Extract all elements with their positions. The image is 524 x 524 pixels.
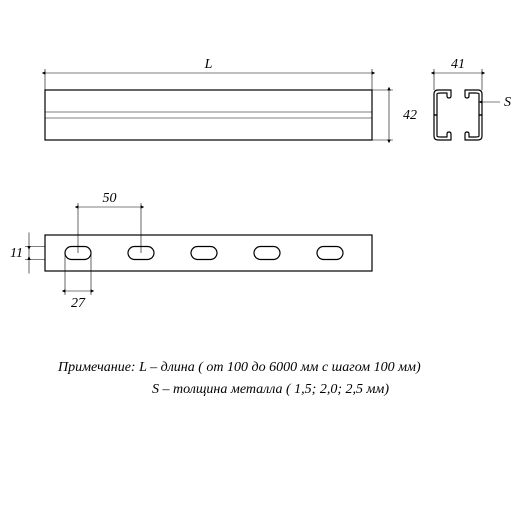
svg-text:50: 50 xyxy=(103,191,117,206)
svg-text:S: S xyxy=(504,95,511,110)
svg-text:27: 27 xyxy=(71,296,86,311)
cross-section: 41 S xyxy=(434,57,511,140)
svg-text:41: 41 xyxy=(451,57,465,72)
side-elevation: L 42 xyxy=(45,57,417,140)
svg-text:11: 11 xyxy=(10,246,23,261)
top-plan-view: 50 27 11 xyxy=(10,191,372,311)
svg-text:42: 42 xyxy=(403,108,417,123)
note-line-1: Примечание: L – длина ( от 100 до 6000 м… xyxy=(58,360,421,376)
note-line-2: S – толщина металла ( 1,5; 2,0; 2,5 мм) xyxy=(152,382,389,398)
svg-text:L: L xyxy=(204,57,213,72)
